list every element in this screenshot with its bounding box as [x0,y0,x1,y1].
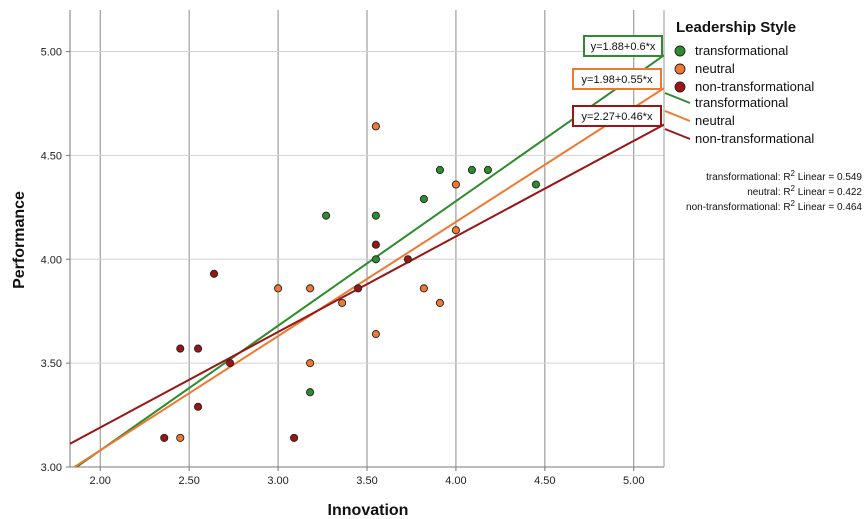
legend-line-label: non-transformational [695,131,814,146]
y-tick-label: 3.00 [41,462,62,474]
y-tick-label: 5.00 [41,47,62,59]
legend-line-neutral [664,110,691,122]
point-neutral [419,284,428,293]
point-transformational [483,165,492,174]
y-tick-label: 3.50 [41,358,62,370]
point-neutral [371,330,380,339]
legend-marker-non-transformational [674,81,686,93]
point-non-transformational [176,344,185,353]
r2-label-neutral: neutral: R2 Linear = 0.422 [747,184,862,199]
fit-line-non-transformational [70,123,664,445]
equation-labels: y=1.88+0.6*x y=1.98+0.55*x y=2.27+0.46*x [572,35,663,127]
point-transformational [435,165,444,174]
point-transformational [371,211,380,220]
equation-box-transformational [583,35,663,57]
point-transformational [322,211,331,220]
fit-lines [70,54,664,467]
point-non-transformational [290,433,299,442]
x-tick-label: 5.00 [623,475,644,487]
point-neutral [451,226,460,235]
y-axis-title: Performance [11,191,28,289]
r2-label-non-transformational: non-transformational: R2 Linear = 0.464 [686,199,862,214]
point-non-transformational [210,269,219,278]
point-transformational [419,194,428,204]
point-transformational [531,180,541,189]
equation-label-neutral: y=1.98+0.55*x [582,74,653,86]
point-transformational [371,255,380,264]
point-neutral [451,180,460,189]
point-neutral [371,122,380,131]
legend: Leadership Style transformational neutral… [664,19,814,146]
x-tick-label: 4.00 [445,475,466,487]
point-neutral [306,359,315,368]
legend-label: non-transformational [695,79,814,94]
legend-marker-transformational [674,45,686,57]
point-transformational [306,388,315,397]
equation-label-non-transformational: y=2.27+0.46*x [582,111,653,123]
x-tick-label: 4.50 [534,475,555,487]
point-non-transformational [226,359,235,368]
plot-frame [69,10,665,468]
fit-line-transformational [74,54,664,467]
y-tick-label: 4.50 [41,150,62,162]
point-non-transformational [354,284,363,293]
y-tick-label: 4.00 [41,254,62,266]
x-tick-labels: 2.00 2.50 3.00 3.50 4.00 4.50 5.00 [90,475,645,487]
r2-annotations: transformational: R2 Linear = 0.549neutr… [686,169,862,214]
legend-label: neutral [695,61,735,76]
point-neutral [435,298,444,307]
x-tick-label: 3.50 [356,475,377,487]
equation-label-transformational: y=1.88+0.6*x [591,41,656,53]
x-tick-label: 3.00 [267,475,288,487]
r2-label-transformational: transformational: R2 Linear = 0.549 [706,169,862,184]
legend-line-transformational [664,92,691,104]
point-neutral [274,284,283,293]
legend-line-non-transformational [664,128,691,140]
x-tick-label: 2.50 [178,475,199,487]
legend-title: Leadership Style [676,19,796,36]
point-neutral [338,298,347,307]
equation-box-neutral [572,68,662,90]
point-transformational [467,165,476,174]
fit-line-neutral [72,87,664,467]
point-neutral [306,284,315,293]
point-non-transformational [193,344,203,353]
grid-lines [66,10,664,471]
legend-line-label: neutral [695,113,735,128]
y-tick-labels: 3.00 3.50 4.00 4.50 5.00 [41,47,62,474]
legend-label: transformational [695,43,788,58]
equation-box-non-transformational [572,105,662,127]
x-tick-label: 2.00 [90,475,111,487]
point-non-transformational [371,240,380,249]
point-non-transformational [160,433,169,442]
point-non-transformational [193,402,203,411]
data-points [160,122,541,442]
legend-line-label: transformational [695,95,788,110]
point-non-transformational [403,255,412,264]
x-axis-title: Innovation [328,502,409,519]
legend-marker-neutral [674,63,686,75]
point-neutral [176,433,185,442]
